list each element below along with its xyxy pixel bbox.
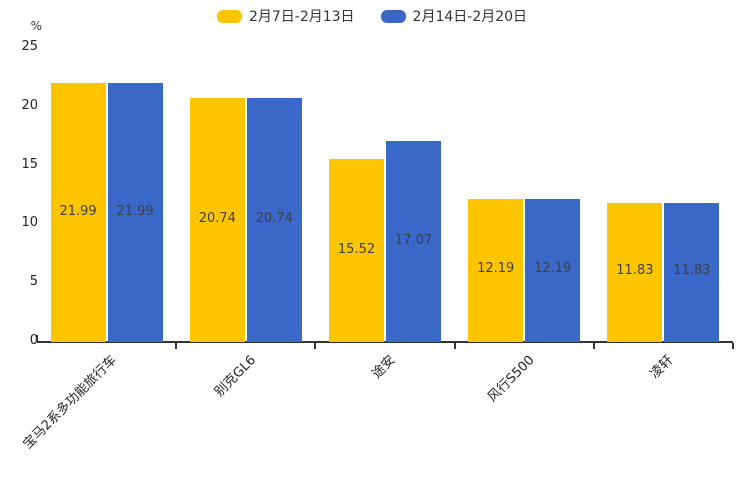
bar-series2-凌轩[interactable] — [664, 202, 720, 342]
bar-series1-途安[interactable] — [329, 159, 384, 342]
y-axis-tick-label-15: 15 — [21, 156, 38, 172]
y-axis-tick-label-20: 20 — [21, 97, 38, 113]
x-axis-label-途安: 途安 — [369, 352, 399, 382]
legend-label-week1: 2月7日-2月13日 — [248, 9, 355, 25]
bar-series2-途安[interactable] — [386, 141, 441, 342]
x-axis-label-宝马2系多功能旅行车: 宝马2系多功能旅行车 — [20, 352, 121, 453]
bar-series2-宝马2系多功能旅行车[interactable] — [107, 83, 163, 342]
legend-swatch-week2-icon — [380, 9, 406, 23]
chart-legend: 2月7日-2月13日 2月14日-2月20日 — [0, 6, 744, 26]
x-axis-label-凌轩: 凌轩 — [647, 352, 677, 382]
legend-swatch-week1-icon — [216, 9, 242, 23]
x-axis-tick-4 — [592, 343, 595, 349]
y-axis-tick-label-0: 0 — [29, 333, 38, 348]
x-axis-tick-2 — [314, 343, 317, 349]
legend-label-week2: 2月14日-2月20日 — [412, 9, 528, 25]
legend-item-week2[interactable]: 2月14日-2月20日 — [380, 6, 528, 26]
legend-item-week1[interactable]: 2月7日-2月13日 — [216, 6, 355, 26]
y-axis-tick-label-10: 10 — [21, 215, 38, 231]
bar-series1-别克GL6[interactable] — [189, 98, 245, 342]
x-axis-tick-start — [36, 335, 38, 341]
x-axis-tick-1 — [175, 343, 178, 349]
bar-series1-凌轩[interactable] — [607, 202, 663, 342]
bar-series1-风行S500[interactable] — [468, 198, 524, 342]
bar-series2-别克GL6[interactable] — [246, 98, 302, 342]
x-axis-line — [37, 341, 733, 343]
y-axis-tick-label-25: 25 — [21, 39, 38, 54]
x-axis-tick-5 — [732, 343, 734, 349]
x-axis-label-别克GL6: 别克GL6 — [212, 352, 260, 400]
x-axis-label-风行S500: 风行S500 — [485, 352, 538, 406]
y-axis-tick-label-5: 5 — [29, 274, 38, 290]
bar-series1-宝马2系多功能旅行车[interactable] — [50, 83, 106, 342]
y-axis-unit-label: % — [30, 19, 42, 33]
bar-series2-风行S500[interactable] — [525, 198, 581, 342]
x-axis-tick-3 — [453, 343, 456, 349]
